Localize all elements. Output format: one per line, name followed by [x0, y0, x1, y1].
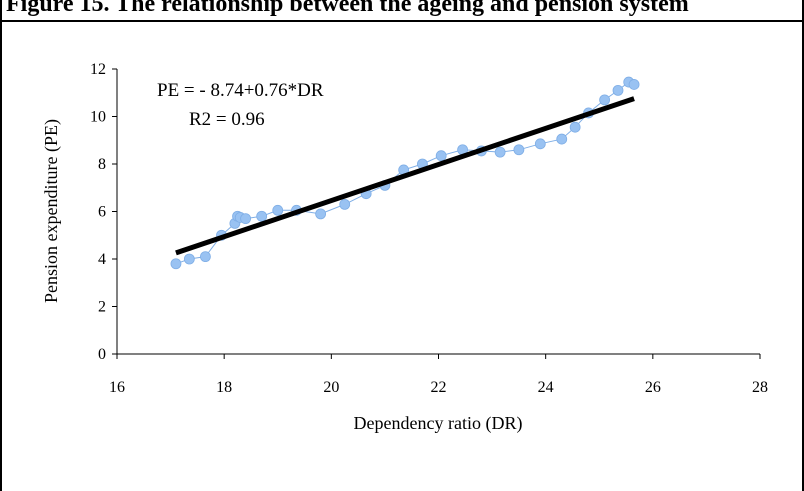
- data-point: [494, 146, 506, 158]
- data-point: [339, 198, 351, 210]
- r-squared-annotation: R2 = 0.96: [189, 109, 265, 130]
- x-tick-label: 26: [645, 379, 661, 396]
- axes: [112, 68, 761, 359]
- data-point: [556, 133, 568, 145]
- data-point: [599, 94, 611, 106]
- y-axis-label: Pension expenditure (PE): [41, 119, 62, 303]
- data-point: [612, 84, 624, 96]
- y-tick-label: 0: [98, 346, 106, 363]
- data-point: [183, 253, 195, 265]
- y-tick-label: 2: [98, 299, 106, 316]
- y-tick-label: 10: [90, 109, 106, 126]
- data-point: [315, 208, 327, 220]
- data-point: [200, 251, 211, 263]
- title-bar: Figure 15. The relationship between the …: [2, 0, 804, 22]
- trendline: [175, 96, 635, 256]
- x-tick-label: 22: [431, 379, 447, 396]
- data-point: [435, 150, 447, 162]
- x-tick-label: 28: [752, 379, 768, 396]
- data-point: [272, 204, 284, 216]
- x-tick-label: 16: [109, 379, 125, 396]
- y-tick-label: 12: [90, 61, 106, 78]
- y-tick-label: 6: [98, 204, 106, 221]
- data-point: [569, 121, 581, 133]
- chart-title: Figure 15. The relationship between the …: [6, 0, 689, 17]
- plot-area: [170, 76, 640, 270]
- x-axis-label: Dependency ratio (DR): [354, 413, 523, 434]
- y-tick-label: 4: [98, 251, 106, 268]
- data-point: [170, 258, 182, 270]
- y-tick-label: 8: [98, 156, 106, 173]
- data-point: [534, 138, 546, 150]
- x-tick-label: 24: [538, 379, 554, 396]
- x-tick-label: 18: [216, 379, 232, 396]
- data-point: [513, 144, 525, 156]
- data-point: [256, 210, 268, 222]
- equation-annotation: PE = - 8.74+0.76*DR: [157, 80, 324, 101]
- x-tick-label: 20: [323, 379, 339, 396]
- data-point: [628, 79, 640, 90]
- data-point: [240, 213, 252, 225]
